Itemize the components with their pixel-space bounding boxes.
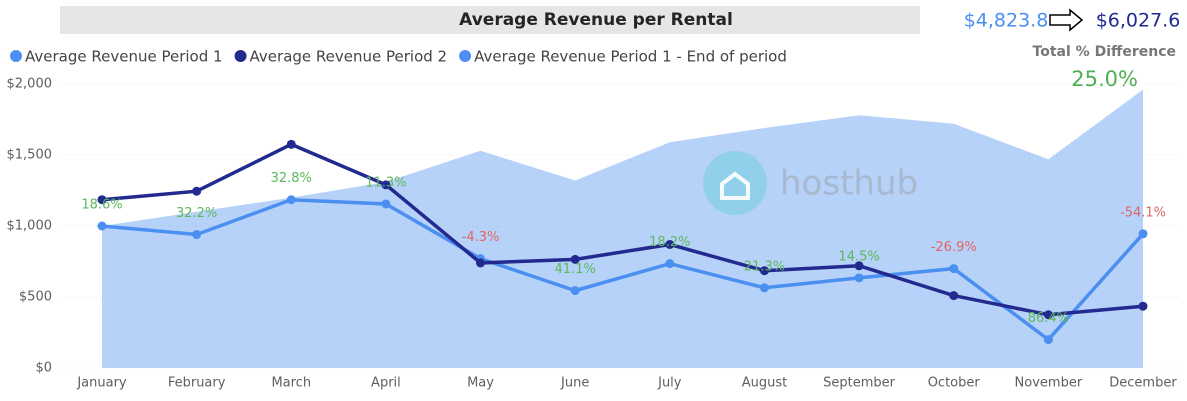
point [854,261,864,271]
point [1043,310,1053,320]
point [286,195,296,205]
point [1138,301,1148,311]
point [381,199,391,209]
y-tick-label: $0 [35,361,52,376]
area [102,89,1143,369]
x-tick-label: April [371,376,401,391]
point [192,230,202,240]
y-tick-label: $500 [19,290,52,305]
point [1138,229,1148,239]
watermark-house [720,171,750,200]
watermark: hosthub [780,164,918,204]
kpi-from: $4,823.8 [964,10,1049,32]
x-tick-label: February [168,376,226,391]
point [759,283,769,293]
data-label: 32.2% [176,206,217,221]
legend-label: Average Revenue Period 1 - End of period [474,48,787,66]
title-bar [60,6,920,34]
point [665,239,675,249]
legend-marker [459,50,472,62]
point [570,286,580,296]
watermark-icon [703,151,767,215]
x-tick-label: January [76,376,127,391]
line [101,197,1145,342]
x-tick-label: November [1015,376,1083,391]
x-tick-label: October [928,376,981,391]
legend-label: Average Revenue Period 1 [25,48,223,66]
data-label: 18.2% [649,235,690,250]
point [854,273,864,283]
data-label: 11.3% [365,175,406,190]
kpi-difference-title: Total % Difference [1033,44,1176,60]
data-label: 21.3% [744,259,785,274]
x-tick-label: July [657,376,682,391]
point [665,259,675,269]
point [476,258,486,268]
data-label: 18.6% [81,198,122,213]
legend-label: Average Revenue Period 2 [250,48,448,66]
x-tick-label: March [271,376,311,391]
x-tick-label: June [560,376,589,391]
line [101,142,1144,317]
point [1043,335,1053,345]
y-tick-label: $2,000 [7,77,53,92]
data-label: -54.1% [1120,205,1166,220]
data-label: -26.9% [931,240,977,255]
point [381,180,391,190]
point [949,264,959,274]
data-label: 14.5% [838,249,879,264]
point [286,139,296,149]
chart-title: Average Revenue per Rental [459,10,733,30]
y-tick-label: $1,500 [7,148,53,163]
data-label: 86.4% [1028,311,1069,326]
plot: $0 $500 $1,000 $1,500 $2,000 January February M… [7,48,1178,391]
point [759,266,769,276]
x-tick-label: August [742,376,788,391]
kpi-difference: 25.0% [1071,67,1138,91]
data-label: 41.1% [555,262,596,277]
legend-marker [234,50,247,62]
point [949,291,959,301]
data-label: -4.3% [462,230,500,245]
point [97,195,107,205]
y-tick-label: $1,000 [7,219,53,234]
data-label: 32.8% [271,171,312,186]
x-tick-label: May [467,376,494,391]
x-tick-label: December [1109,376,1177,391]
arrow-icon [1049,8,1084,32]
legend-marker [10,50,22,62]
point [570,254,580,264]
point [97,221,107,231]
kpi-to: $6,027.6 [1096,10,1181,32]
x-tick-label: September [823,376,896,391]
point [192,186,202,196]
